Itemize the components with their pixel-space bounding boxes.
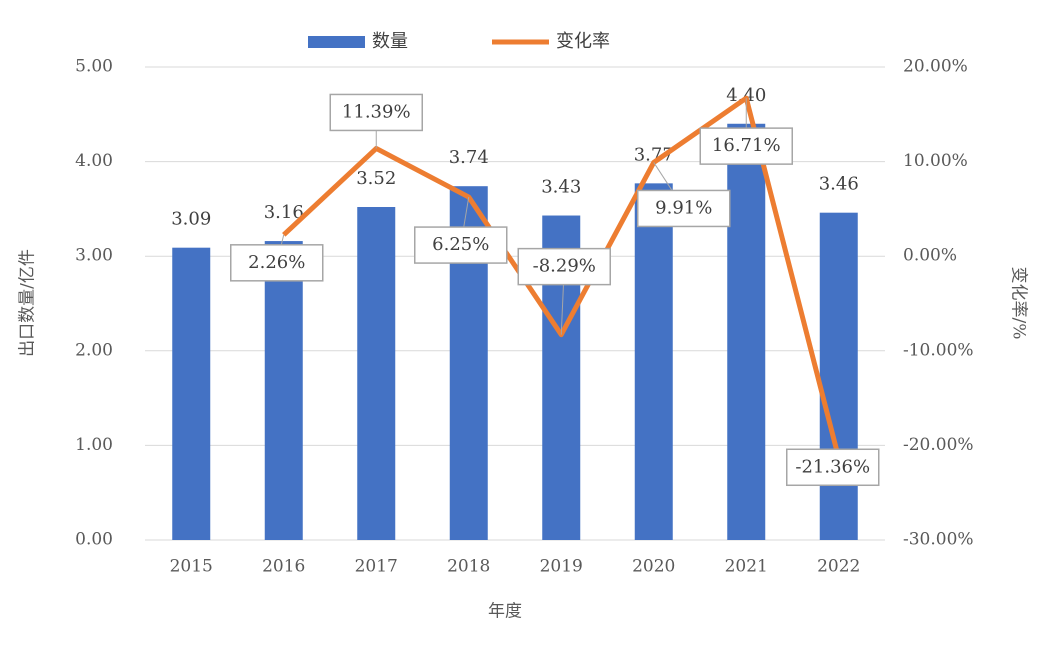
line-value-label: 2.26% xyxy=(248,252,305,273)
y-axis-title: 出口数量/亿件 xyxy=(18,249,38,357)
line-value-label: 6.25% xyxy=(432,234,489,255)
bar xyxy=(172,247,211,540)
bar-value-label: 3.77 xyxy=(634,144,674,165)
value-label-box xyxy=(699,127,793,165)
y2-tick-label: -30.00% xyxy=(903,530,974,550)
x-axis-title: 年度 xyxy=(488,602,522,622)
line-value-label: 11.39% xyxy=(342,101,411,122)
bar xyxy=(264,241,303,540)
bar-value-label: 3.74 xyxy=(449,147,489,168)
value-label-box xyxy=(414,226,508,264)
y-tick-label: 4.00 xyxy=(75,151,113,171)
line-value-label: -21.36% xyxy=(795,456,870,477)
y2-tick-label: -10.00% xyxy=(903,340,974,360)
x-tick-label: 2018 xyxy=(447,557,490,577)
bar-value-label: 3.16 xyxy=(264,202,304,223)
bar-value-label: 3.09 xyxy=(171,209,211,230)
y2-tick-label: 10.00% xyxy=(903,151,968,171)
value-label-box xyxy=(637,189,731,228)
bar-value-label: 4.40 xyxy=(726,85,766,106)
bar-value-label: 3.43 xyxy=(541,177,581,198)
bar-value-label: 3.52 xyxy=(356,168,396,189)
y-tick-label: 2.00 xyxy=(75,340,113,360)
bar xyxy=(357,207,396,540)
legend-label: 数量 xyxy=(372,31,408,52)
value-label-box xyxy=(786,448,880,487)
line-value-label: 16.71% xyxy=(712,135,781,156)
line-value-label: -8.29% xyxy=(533,256,596,277)
y2-tick-label: 20.00% xyxy=(903,57,968,77)
x-tick-label: 2015 xyxy=(170,557,213,577)
bar xyxy=(727,123,766,540)
line-value-label: 9.91% xyxy=(655,197,712,218)
y2-axis-title: 变化率/% xyxy=(1009,267,1029,340)
y-tick-label: 5.00 xyxy=(75,57,113,77)
y-tick-label: 1.00 xyxy=(75,435,113,455)
x-tick-label: 2019 xyxy=(540,557,583,577)
bar xyxy=(819,212,858,540)
y2-tick-label: -20.00% xyxy=(903,435,974,455)
x-tick-label: 2016 xyxy=(262,557,305,577)
x-tick-label: 2022 xyxy=(817,557,860,577)
x-tick-label: 2020 xyxy=(632,557,675,577)
x-tick-label: 2017 xyxy=(355,557,398,577)
y-tick-label: 3.00 xyxy=(75,246,113,266)
bar xyxy=(634,183,673,540)
y-tick-label: 0.00 xyxy=(75,530,113,550)
value-label-box xyxy=(329,93,423,132)
legend-swatch xyxy=(308,36,365,48)
value-label-box xyxy=(230,244,324,282)
bar-value-label: 3.46 xyxy=(819,174,859,195)
x-tick-label: 2021 xyxy=(725,557,768,577)
value-label-box xyxy=(517,247,611,286)
y2-tick-label: 0.00% xyxy=(903,246,957,266)
legend-label: 变化率 xyxy=(556,31,610,52)
